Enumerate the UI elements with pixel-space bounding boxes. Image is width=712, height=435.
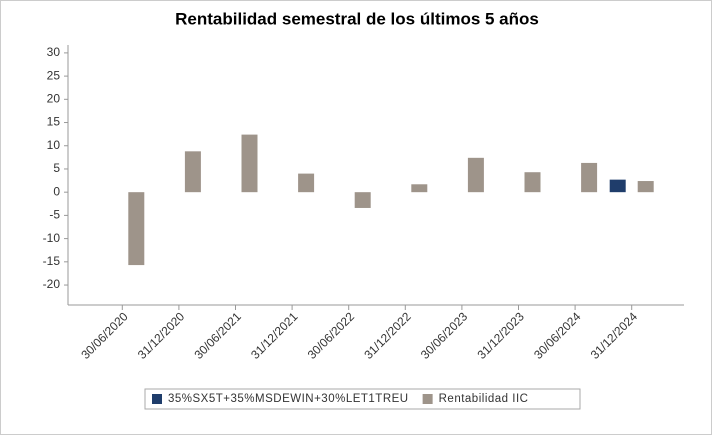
bar (467, 157, 484, 193)
bar (298, 173, 315, 193)
y-tick-label: -5 (49, 208, 60, 222)
legend-box (144, 388, 581, 410)
legend-label: Rentabilidad IIC (439, 393, 529, 405)
y-tick-label: 10 (47, 138, 61, 152)
bar (184, 151, 201, 193)
y-tick-label: -20 (43, 277, 61, 291)
legend-swatch (152, 394, 162, 404)
bar (411, 184, 428, 193)
y-tick-label: 15 (47, 115, 61, 129)
y-tick-label: -10 (43, 231, 61, 245)
bar (637, 181, 654, 193)
y-tick-label: 0 (53, 184, 60, 198)
bar (241, 134, 258, 193)
chart-title: Rentabilidad semestral de los últimos 5 … (175, 9, 539, 28)
bar (524, 172, 541, 193)
bar (128, 192, 145, 266)
legend-label: 35%SX5T+35%MSDEWIN+30%LET1TREU (168, 393, 409, 405)
y-tick-label: 5 (53, 161, 60, 175)
y-tick-label: -15 (43, 254, 61, 268)
y-tick-label: 30 (47, 45, 61, 59)
y-tick-label: 20 (47, 91, 61, 105)
bar (609, 179, 626, 193)
y-tick-label: 25 (47, 68, 61, 82)
legend-swatch (422, 394, 433, 404)
bar (581, 162, 598, 193)
bar (354, 192, 371, 208)
